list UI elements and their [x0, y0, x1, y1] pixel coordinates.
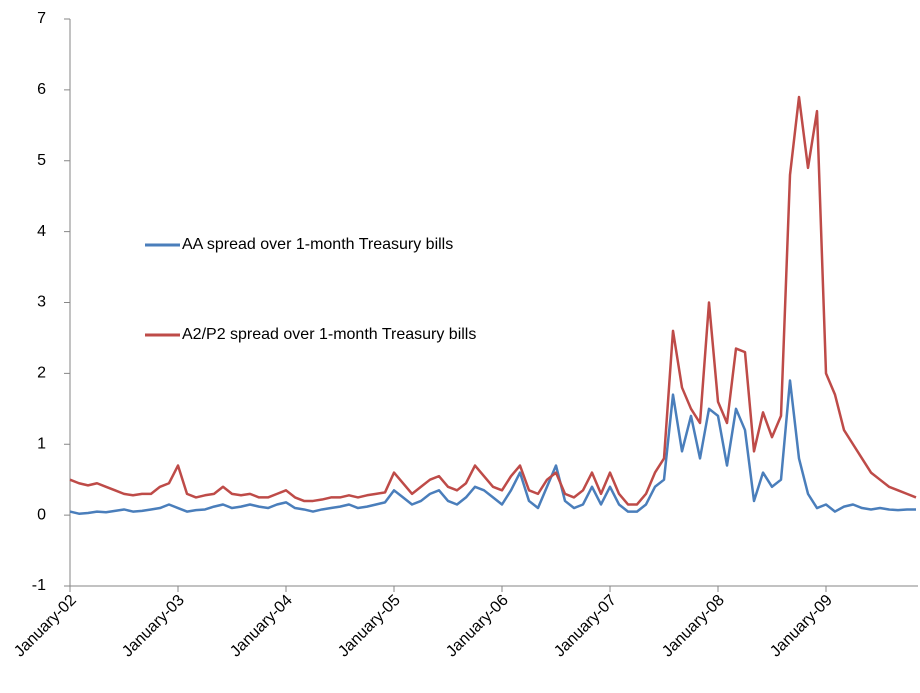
- x-tick-label: January-05: [335, 592, 404, 661]
- series-line: [69, 379, 916, 515]
- x-tick-label: January-03: [119, 592, 188, 661]
- x-tick-label: January-08: [659, 592, 728, 661]
- y-tick-label: 4: [37, 223, 46, 240]
- series-line: [69, 95, 917, 506]
- legend-label: A2/P2 spread over 1-month Treasury bills: [182, 326, 476, 343]
- y-tick-label: 7: [37, 10, 46, 27]
- x-tick-label: January-07: [551, 592, 620, 661]
- legend-label: AA spread over 1-month Treasury bills: [182, 236, 453, 253]
- y-tick-label: 5: [37, 152, 46, 169]
- x-tick-label: January-02: [11, 592, 80, 661]
- y-tick-label: 6: [37, 81, 46, 98]
- x-tick-label: January-04: [227, 592, 296, 661]
- y-tick-label: 1: [37, 435, 46, 452]
- y-tick-label: 0: [37, 506, 46, 523]
- y-tick-label: -1: [32, 577, 46, 594]
- y-tick-label: 3: [37, 294, 46, 311]
- x-tick-label: January-09: [767, 592, 836, 661]
- x-tick-label: January-06: [443, 592, 512, 661]
- y-tick-label: 2: [37, 365, 46, 382]
